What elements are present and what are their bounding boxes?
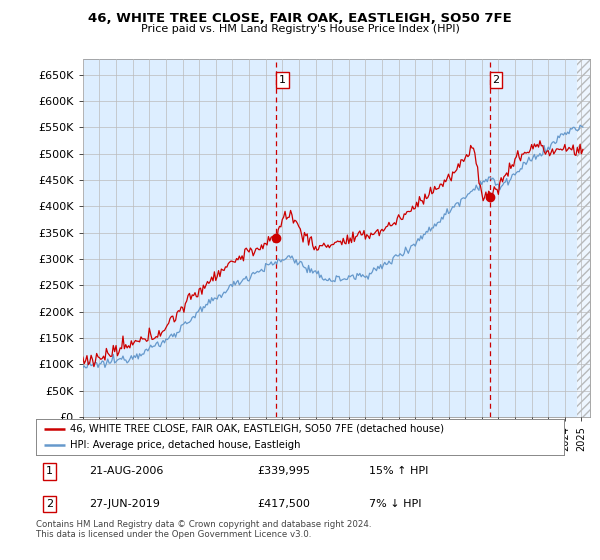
Text: Contains HM Land Registry data © Crown copyright and database right 2024.
This d: Contains HM Land Registry data © Crown c… (36, 520, 371, 539)
Text: £339,995: £339,995 (258, 466, 311, 477)
Text: 21-AUG-2006: 21-AUG-2006 (89, 466, 163, 477)
Text: 27-JUN-2019: 27-JUN-2019 (89, 499, 160, 509)
Text: 2: 2 (493, 75, 500, 85)
Text: Price paid vs. HM Land Registry's House Price Index (HPI): Price paid vs. HM Land Registry's House … (140, 24, 460, 34)
Text: 2: 2 (46, 499, 53, 509)
Text: 46, WHITE TREE CLOSE, FAIR OAK, EASTLEIGH, SO50 7FE: 46, WHITE TREE CLOSE, FAIR OAK, EASTLEIG… (88, 12, 512, 25)
Text: 15% ↑ HPI: 15% ↑ HPI (368, 466, 428, 477)
Text: £417,500: £417,500 (258, 499, 311, 509)
Bar (577, 59, 590, 417)
Text: 46, WHITE TREE CLOSE, FAIR OAK, EASTLEIGH, SO50 7FE (detached house): 46, WHITE TREE CLOSE, FAIR OAK, EASTLEIG… (70, 424, 445, 434)
Text: HPI: Average price, detached house, Eastleigh: HPI: Average price, detached house, East… (70, 440, 301, 450)
Text: 7% ↓ HPI: 7% ↓ HPI (368, 499, 421, 509)
Bar (577, 59, 590, 417)
Text: 1: 1 (279, 75, 286, 85)
Text: 1: 1 (46, 466, 53, 477)
